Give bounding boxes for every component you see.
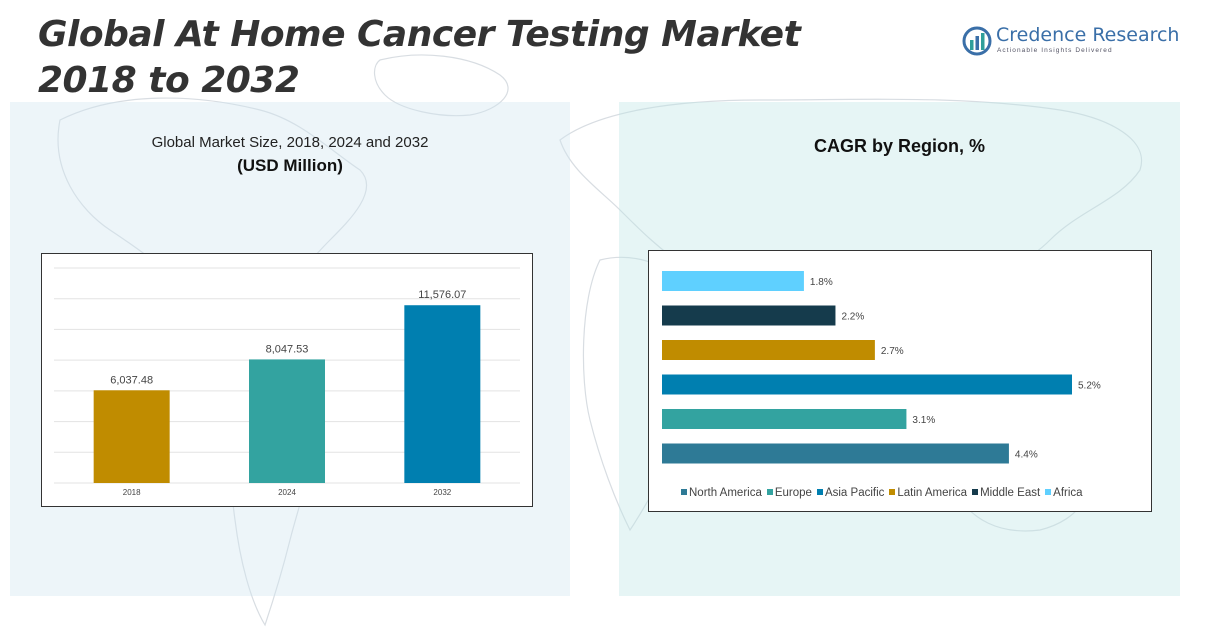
tick-label-2032: 2032 bbox=[433, 488, 451, 497]
legend-item-europe: Europe bbox=[766, 487, 812, 499]
market-size-chart-title: Global Market Size, 2018, 2024 and 2032 bbox=[151, 134, 429, 151]
data-label-2032: 11,576.07 bbox=[418, 289, 466, 301]
legend-label: Africa bbox=[1053, 487, 1083, 499]
credence-logo-icon bbox=[962, 26, 992, 56]
bar-africa bbox=[662, 271, 804, 291]
bar-2032 bbox=[404, 305, 481, 483]
legend-label: Middle East bbox=[980, 487, 1041, 499]
data-label-asia-pacific: 5.2% bbox=[1078, 381, 1101, 392]
data-label-middle-east: 2.2% bbox=[841, 312, 864, 323]
legend-swatch bbox=[1045, 489, 1052, 495]
legend-label: North America bbox=[689, 487, 762, 499]
legend-swatch bbox=[766, 489, 773, 495]
market-size-chart: 6,037.48 2018 8,047.53 2024 11,576.07 2032 bbox=[41, 253, 533, 507]
page-title: Global At Home Cancer Testing Market 201… bbox=[38, 12, 801, 104]
credence-logo: Credence Research Actionable Insights De… bbox=[962, 24, 1179, 60]
data-label-africa: 1.8% bbox=[810, 277, 833, 288]
legend-item-asia-pacific: Asia Pacific bbox=[816, 487, 885, 499]
bar-europe bbox=[662, 409, 907, 429]
bar-latin-america bbox=[662, 340, 875, 360]
legend-item-latin-america: Latin America bbox=[889, 487, 967, 499]
bar-2024 bbox=[249, 359, 325, 483]
legend-swatch bbox=[816, 489, 823, 495]
legend-item-middle-east: Middle East bbox=[972, 487, 1040, 499]
data-label-europe: 3.1% bbox=[912, 415, 935, 426]
logo-name: Credence Research bbox=[996, 24, 1180, 46]
cagr-chart-title: CAGR by Region, % bbox=[813, 136, 985, 156]
cagr-legend: North America Europe Asia Pacific Latin Ame… bbox=[681, 487, 1088, 499]
cagr-chart: 1.8% 2.2% 2.7% 5.2% 3.1% 4.4% North America Eu… bbox=[648, 250, 1152, 512]
legend-swatch bbox=[972, 489, 979, 495]
legend-swatch bbox=[889, 489, 896, 495]
market-size-chart-unit: (USD Million) bbox=[237, 156, 343, 175]
data-label-latin-america: 2.7% bbox=[881, 346, 904, 357]
tick-label-2018: 2018 bbox=[123, 488, 141, 497]
bar-2018 bbox=[93, 390, 170, 483]
market-size-bar-chart: 6,037.48 2018 8,047.53 2024 11,576.07 2032 bbox=[54, 267, 520, 497]
legend-swatch bbox=[681, 489, 687, 495]
page-title-line1: Global At Home Cancer Testing Market bbox=[38, 14, 801, 55]
bar-middle-east bbox=[662, 305, 836, 326]
tick-label-2024: 2024 bbox=[278, 488, 296, 497]
legend-label: Asia Pacific bbox=[824, 487, 885, 499]
legend-item-north-america: North America bbox=[681, 487, 762, 499]
page-title-line2: 2018 to 2032 bbox=[38, 60, 300, 101]
legend-label: Latin America bbox=[897, 487, 968, 499]
bar-asia-pacific bbox=[662, 374, 1072, 395]
bar-north-america bbox=[662, 443, 1009, 464]
legend-item-africa: Africa bbox=[1045, 487, 1083, 499]
logo-tagline: Actionable Insights Delivered bbox=[997, 47, 1113, 54]
legend-label: Europe bbox=[774, 487, 812, 499]
data-label-2018: 6,037.48 bbox=[110, 374, 153, 386]
data-label-2024: 8,047.53 bbox=[266, 343, 309, 355]
data-label-north-america: 4.4% bbox=[1015, 450, 1038, 461]
cagr-bar-chart: 1.8% 2.2% 2.7% 5.2% 3.1% 4.4% bbox=[662, 271, 1101, 464]
